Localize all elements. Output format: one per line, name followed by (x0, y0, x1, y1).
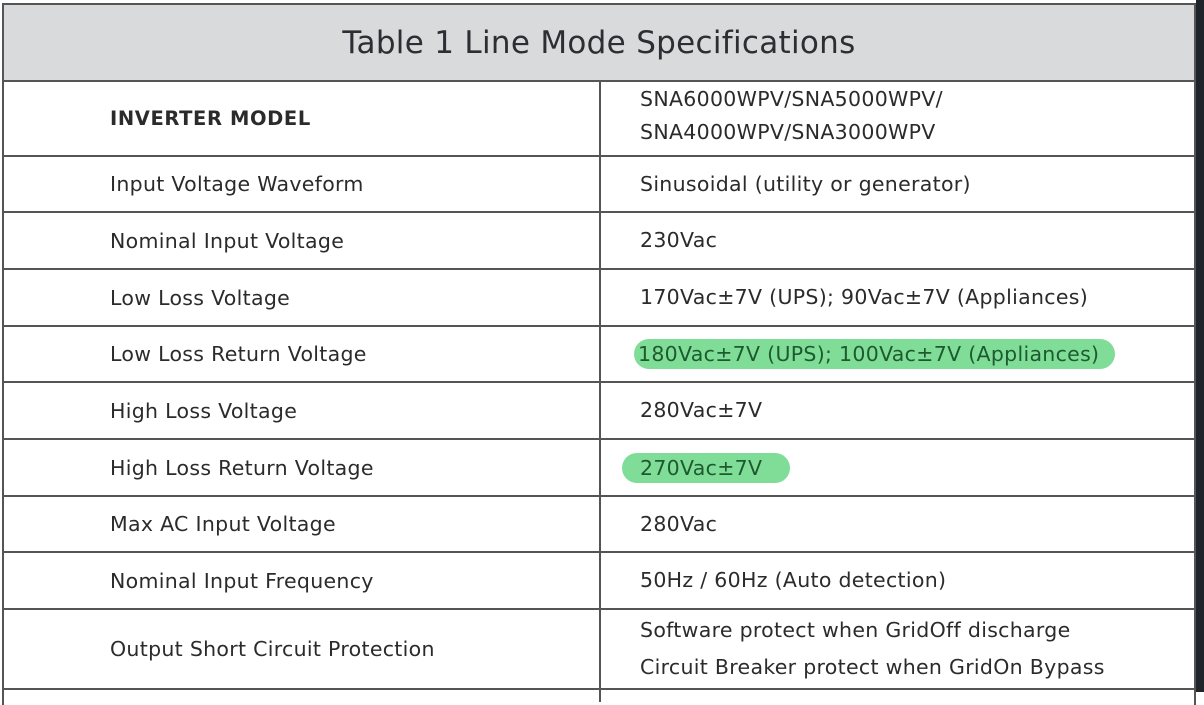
value-line: Sinusoidal (utility or generator) (640, 171, 971, 196)
row-value: Sinusoidal (utility or generator) (640, 157, 971, 211)
table-row: Input Voltage Waveform Sinusoidal (utili… (4, 157, 1194, 213)
highlighted-value: 270Vac±7V (622, 452, 791, 483)
row-label: Nominal Input Voltage (110, 228, 345, 253)
table-row: High Loss Voltage 280Vac±7V (4, 383, 1194, 440)
column-divider (599, 82, 601, 702)
row-label: High Loss Return Voltage (110, 455, 374, 480)
row-value: 230Vac (640, 213, 717, 268)
table-row: High Loss Return Voltage 270Vac±7V (4, 440, 1194, 497)
row-value: 280Vac±7V (640, 383, 762, 438)
row-label: Max AC Input Voltage (110, 512, 336, 536)
row-label: Low Loss Return Voltage (110, 342, 367, 366)
value-line: Software protect when GridOff discharge (640, 618, 1071, 642)
row-value: 50Hz / 60Hz (Auto detection) (640, 553, 946, 608)
value-line: 280Vac (640, 511, 718, 536)
table-row: Nominal Input Voltage 230Vac (4, 213, 1194, 270)
row-value: Software protect when GridOff discharge … (640, 610, 1105, 688)
highlighted-value: 180Vac±7V (UPS); 100Vac±7V (Appliances) (634, 339, 1116, 369)
value-line: 280Vac±7V (640, 398, 763, 422)
row-value: 180Vac±7V (UPS); 100Vac±7V (Appliances) (634, 327, 1116, 381)
table-title: Table 1 Line Mode Specifications (4, 5, 1194, 82)
value-line: Circuit Breaker protect when GridOn Bypa… (640, 655, 1105, 679)
table-row: Max AC Input Voltage 280Vac (4, 497, 1194, 553)
row-value: 270Vac±7V (622, 440, 791, 495)
row-label: Output Short Circuit Protection (110, 637, 435, 661)
row-label: Low Loss Voltage (110, 285, 291, 310)
line-mode-spec-table: Table 1 Line Mode Specifications INVERTE… (2, 3, 1196, 705)
row-value: SNA6000WPV/SNA5000WPV/ SNA4000WPV/SNA300… (640, 79, 943, 152)
row-label: Input Voltage Waveform (110, 172, 364, 196)
row-value: 170Vac±7V (UPS); 90Vac±7V (Appliances) (640, 270, 1088, 325)
table-row: Low Loss Voltage 170Vac±7V (UPS); 90Vac±… (4, 270, 1194, 327)
table-row: Low Loss Return Voltage 180Vac±7V (UPS);… (4, 327, 1194, 383)
value-line: 50Hz / 60Hz (Auto detection) (640, 568, 947, 592)
row-label: High Loss Voltage (110, 398, 298, 423)
value-line: 230Vac (640, 228, 718, 252)
value-line: SNA4000WPV/SNA3000WPV (640, 119, 936, 144)
table-row: Output Short Circuit Protection Software… (4, 610, 1194, 690)
row-value: 280Vac (640, 497, 717, 551)
row-label: INVERTER MODEL (110, 107, 311, 130)
row-label: Nominal Input Frequency (110, 568, 374, 593)
value-line: SNA6000WPV/SNA5000WPV/ (640, 86, 943, 111)
window-edge (1196, 0, 1204, 692)
table-row: INVERTER MODEL SNA6000WPV/SNA5000WPV/ SN… (4, 82, 1194, 157)
table-row: Nominal Input Frequency 50Hz / 60Hz (Aut… (4, 553, 1194, 610)
value-line: 170Vac±7V (UPS); 90Vac±7V (Appliances) (640, 285, 1089, 309)
